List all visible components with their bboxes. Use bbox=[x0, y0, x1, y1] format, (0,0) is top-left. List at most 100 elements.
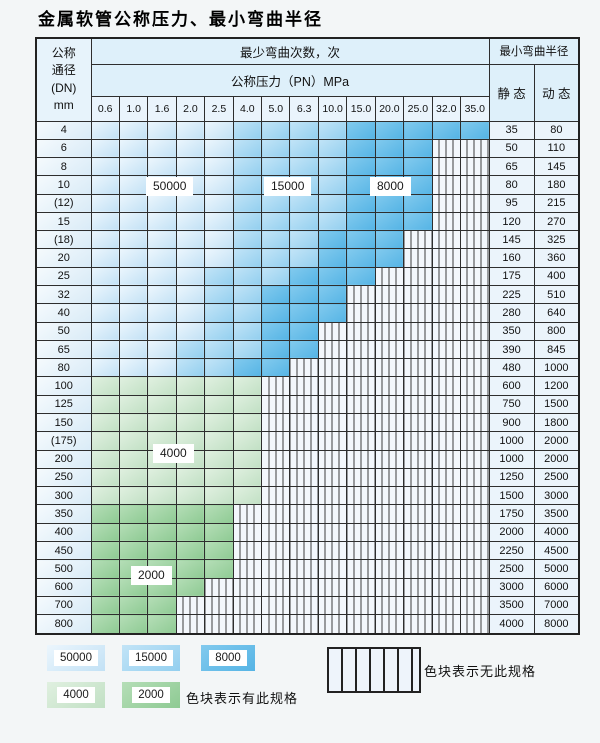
no-spec-cell bbox=[403, 540, 433, 561]
no-spec-cell bbox=[289, 412, 319, 433]
availability-cell bbox=[90, 467, 120, 488]
no-spec-cell bbox=[431, 211, 461, 232]
availability-cell bbox=[147, 193, 177, 213]
availability-cell bbox=[90, 321, 120, 341]
availability-cell bbox=[289, 138, 319, 159]
dynamic-radius-cell: 4500 bbox=[533, 540, 580, 561]
no-spec-cell bbox=[431, 412, 461, 433]
static-radius-cell: 50 bbox=[488, 138, 535, 159]
no-spec-cell bbox=[317, 376, 348, 396]
table-row: 15 120 270 bbox=[35, 211, 580, 232]
pressure-col-header: 4.0 bbox=[232, 95, 263, 122]
no-spec-cell bbox=[374, 321, 405, 341]
no-spec-cell bbox=[289, 577, 319, 597]
availability-cell bbox=[147, 266, 177, 287]
no-spec-cell bbox=[403, 358, 433, 378]
no-spec-cell bbox=[403, 486, 433, 506]
dynamic-radius-cell: 1500 bbox=[533, 394, 580, 415]
legend-chip: 8000 bbox=[201, 645, 255, 671]
no-spec-cell bbox=[459, 285, 490, 305]
availability-cell bbox=[90, 211, 120, 232]
no-spec-cell bbox=[459, 449, 490, 469]
availability-cell bbox=[374, 120, 405, 140]
availability-cell bbox=[261, 321, 291, 341]
dn-cell: (175) bbox=[35, 431, 92, 451]
cycle-count-label: 2000 bbox=[131, 566, 172, 585]
availability-cell bbox=[175, 522, 206, 542]
availability-cell bbox=[232, 211, 263, 232]
availability-cell bbox=[204, 358, 234, 378]
availability-cell bbox=[90, 394, 120, 415]
availability-cell bbox=[175, 248, 206, 268]
legend-no-spec-swatch bbox=[327, 647, 421, 693]
static-radius-cell: 3500 bbox=[488, 595, 535, 616]
dn-cell: 300 bbox=[35, 486, 92, 506]
no-spec-cell bbox=[459, 577, 490, 597]
no-spec-cell bbox=[289, 522, 319, 542]
no-spec-cell bbox=[431, 486, 461, 506]
availability-cell bbox=[204, 540, 234, 561]
table-row: 32 225 510 bbox=[35, 285, 580, 305]
no-spec-cell bbox=[346, 358, 376, 378]
no-spec-cell bbox=[431, 157, 461, 177]
table-row: (12) 95 215 bbox=[35, 193, 580, 213]
no-spec-cell bbox=[317, 412, 348, 433]
no-spec-cell bbox=[403, 449, 433, 469]
availability-cell bbox=[90, 486, 120, 506]
no-spec-cell bbox=[317, 339, 348, 360]
dn-cell: 65 bbox=[35, 339, 92, 360]
table-row: 600 3000 6000 bbox=[35, 577, 580, 597]
availability-cell bbox=[90, 339, 120, 360]
availability-cell bbox=[261, 120, 291, 140]
availability-cell bbox=[317, 230, 348, 250]
availability-cell bbox=[175, 120, 206, 140]
availability-cell bbox=[232, 138, 263, 159]
availability-cell bbox=[175, 376, 206, 396]
availability-cell bbox=[403, 120, 433, 140]
no-spec-cell bbox=[431, 449, 461, 469]
table-row: (18) 145 325 bbox=[35, 230, 580, 250]
no-spec-cell bbox=[289, 486, 319, 506]
availability-cell bbox=[204, 522, 234, 542]
no-spec-cell bbox=[459, 431, 490, 451]
availability-cell bbox=[431, 120, 461, 140]
availability-cell bbox=[232, 339, 263, 360]
availability-cell bbox=[204, 467, 234, 488]
no-spec-cell bbox=[261, 486, 291, 506]
static-radius-cell: 350 bbox=[488, 321, 535, 341]
availability-cell bbox=[232, 193, 263, 213]
table-row: 8 65 145 bbox=[35, 157, 580, 177]
table-row: 200 1000 2000 bbox=[35, 449, 580, 469]
no-spec-cell bbox=[374, 358, 405, 378]
no-spec-cell bbox=[459, 540, 490, 561]
availability-cell bbox=[289, 266, 319, 287]
dn-header-line: 通径 bbox=[51, 63, 76, 78]
availability-cell bbox=[118, 358, 149, 378]
availability-cell bbox=[232, 120, 263, 140]
availability-cell bbox=[147, 230, 177, 250]
availability-cell bbox=[90, 138, 120, 159]
availability-cell bbox=[90, 157, 120, 177]
no-spec-cell bbox=[459, 339, 490, 360]
availability-cell bbox=[289, 339, 319, 360]
no-spec-cell bbox=[374, 504, 405, 524]
availability-cell bbox=[346, 193, 376, 213]
table-row: (175) 1000 2000 bbox=[35, 431, 580, 451]
availability-cell bbox=[147, 412, 177, 433]
availability-cell bbox=[261, 358, 291, 378]
table-row: 450 2250 4500 bbox=[35, 540, 580, 561]
no-spec-cell bbox=[403, 394, 433, 415]
availability-cell bbox=[346, 230, 376, 250]
no-spec-cell bbox=[374, 285, 405, 305]
no-spec-cell bbox=[289, 449, 319, 469]
legend-chip: 2000 bbox=[122, 682, 180, 708]
no-spec-cell bbox=[289, 559, 319, 579]
no-spec-cell bbox=[232, 577, 263, 597]
availability-cell bbox=[118, 339, 149, 360]
availability-cell bbox=[147, 595, 177, 616]
pressure-col-header: 2.5 bbox=[204, 95, 234, 122]
no-spec-cell bbox=[346, 540, 376, 561]
availability-cell bbox=[374, 248, 405, 268]
no-spec-cell bbox=[204, 595, 234, 616]
no-spec-cell bbox=[403, 431, 433, 451]
